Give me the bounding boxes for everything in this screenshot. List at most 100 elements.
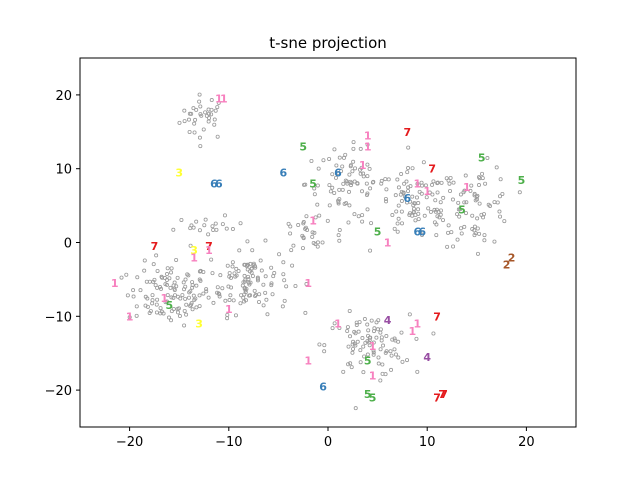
scatter-point [284,284,289,289]
scatter-point [301,236,306,241]
x-tick-label: 10 [419,435,436,450]
scatter-point [399,189,404,194]
scatter-point [213,221,218,226]
scatter-points [119,92,522,411]
scatter-point [256,299,261,304]
scatter-point [155,268,160,273]
scatter-point [371,179,376,184]
scatter-point [358,171,363,176]
scatter-point [450,197,455,202]
scatter-point [353,331,358,336]
scatter-point [265,312,270,317]
scatter-point [263,274,268,279]
scatter-point [332,147,337,152]
scatter-point [202,223,207,228]
scatter-point [197,304,202,309]
scatter-point [300,246,305,251]
y-tick-label: 0 [64,237,72,252]
scatter-point [390,213,395,218]
scatter-point [188,289,193,294]
scatter-point [211,300,216,305]
scatter-point [360,219,365,224]
scatter-point [176,306,181,311]
digit-label-5: 5 [369,391,377,404]
scatter-point [455,237,460,242]
scatter-point [369,318,374,323]
scatter-point [250,248,255,253]
scatter-point [365,339,370,344]
scatter-point [197,92,202,97]
scatter-point [358,348,363,353]
scatter-point [148,309,153,314]
scatter-point [282,278,287,283]
scatter-point [174,284,179,289]
digit-label-1: 1 [304,355,312,368]
scatter-point [464,200,469,205]
scatter-point [165,293,170,298]
digit-label-1: 1 [160,292,168,305]
scatter-point [374,320,379,325]
scatter-point [194,107,199,112]
scatter-point [304,282,309,287]
scatter-point [366,328,371,333]
scatter-point [207,116,212,121]
scatter-point [476,183,481,188]
scatter-point [347,189,352,194]
digit-label-5: 5 [478,152,486,165]
digit-label-5: 5 [374,225,382,238]
scatter-point [446,230,451,235]
scatter-point [186,273,191,278]
scatter-point [142,258,147,263]
scatter-point [395,221,400,226]
scatter-point [190,283,195,288]
scatter-point [189,223,194,228]
scatter-point [312,230,317,235]
scatter-point [468,188,473,193]
scatter-point [337,238,342,243]
scatter-point [406,166,411,171]
scatter-point [441,195,446,200]
scatter-point [183,296,188,301]
scatter-point [313,215,318,220]
scatter-point [261,303,266,308]
y-tick-label: −10 [45,310,72,325]
scatter-point [402,194,407,199]
scatter-point [498,194,503,199]
digit-label-1: 1 [408,325,416,338]
digit-label-1: 1 [369,369,377,382]
scatter-point [344,179,349,184]
scatter-point [395,229,400,234]
scatter-point [226,284,231,289]
digit-label-1: 1 [463,181,471,194]
scatter-point [186,295,191,300]
digit-label-3: 3 [190,244,198,257]
scatter-point [201,127,206,132]
scatter-point [237,248,242,253]
scatter-point [352,212,357,217]
scatter-point [368,186,373,191]
scatter-point [204,113,209,118]
scatter-point [313,241,318,246]
scatter-point [502,219,507,224]
scatter-point [376,361,381,366]
scatter-point [441,218,446,223]
scatter-point [201,291,206,296]
scatter-point [365,174,370,179]
scatter-point [367,338,372,343]
scatter-point [455,212,460,217]
digit-label-1: 1 [304,277,312,290]
scatter-point [399,330,404,335]
scatter-point [225,316,230,321]
scatter-point [175,294,180,299]
scatter-point [423,183,428,188]
scatter-point [445,244,450,249]
scatter-point [477,201,482,206]
scatter-point [477,231,482,236]
scatter-point [498,214,503,219]
scatter-point [249,266,254,271]
scatter-point [495,200,500,205]
scatter-point [480,176,485,181]
scatter-point [411,203,416,208]
scatter-point [485,156,490,161]
